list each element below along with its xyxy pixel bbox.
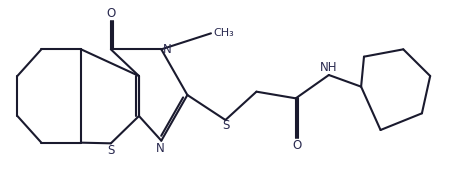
Text: CH₃: CH₃ bbox=[213, 28, 234, 38]
Text: S: S bbox=[223, 119, 230, 132]
Text: O: O bbox=[292, 139, 301, 152]
Text: N: N bbox=[156, 142, 165, 155]
Text: S: S bbox=[107, 144, 115, 157]
Text: N: N bbox=[163, 43, 172, 56]
Text: O: O bbox=[106, 7, 116, 20]
Text: NH: NH bbox=[320, 61, 338, 74]
